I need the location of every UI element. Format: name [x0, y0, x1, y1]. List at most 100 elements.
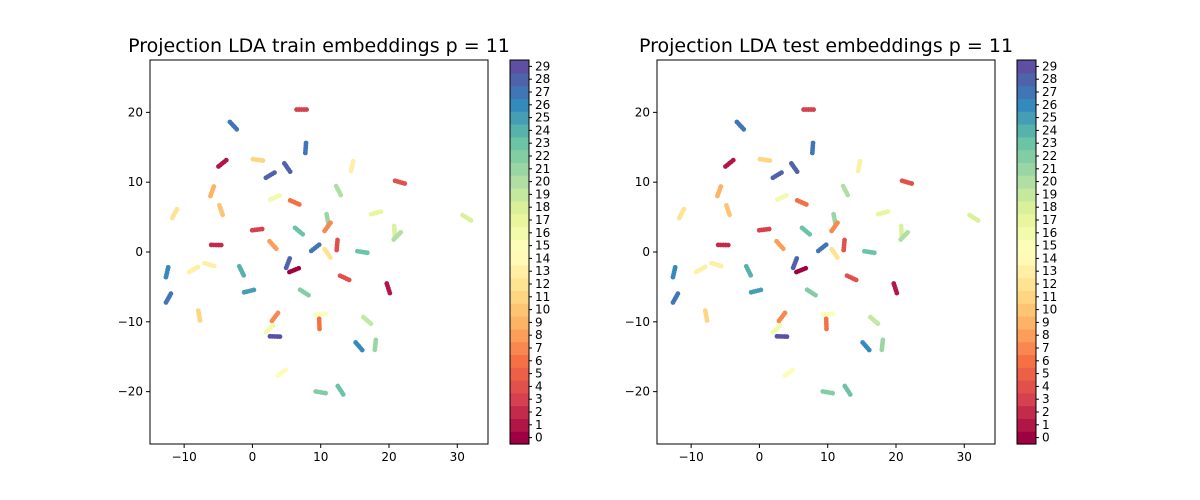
- test-y-tick-label: 10: [635, 175, 650, 189]
- train-point: [313, 312, 319, 318]
- train-cluster-36: [384, 281, 393, 296]
- test-colorbar-band: [1017, 200, 1036, 215]
- train-point: [338, 192, 344, 198]
- test-point: [834, 255, 840, 260]
- test-points: [670, 107, 981, 397]
- test-colorbar-tick-label: 9: [1042, 315, 1050, 329]
- test-colorbar-band: [1017, 175, 1036, 189]
- train-colorbar-tick-label: 14: [535, 251, 550, 265]
- train-x-tick-label: 0: [249, 450, 257, 464]
- test-point: [676, 215, 682, 221]
- train-colorbar-band: [510, 328, 529, 343]
- train-points: [163, 107, 474, 397]
- test-cluster-28: [829, 246, 840, 260]
- train-colorbar-tick-label: 8: [535, 328, 543, 342]
- train-point: [234, 126, 240, 132]
- test-colorbar-band: [1017, 252, 1036, 266]
- train-point: [323, 390, 329, 396]
- test-cluster-51: [842, 383, 853, 397]
- test-colorbar-tick-label: 25: [1042, 111, 1057, 125]
- test-colorbar-band: [1017, 111, 1036, 125]
- train-cluster-20: [292, 225, 306, 237]
- test-point: [776, 318, 782, 324]
- train-point: [340, 392, 346, 397]
- test-point: [725, 242, 731, 248]
- train-point: [249, 227, 255, 233]
- test-cluster-30: [693, 264, 708, 275]
- train-colorbar-band: [510, 290, 529, 304]
- train-cluster-25: [334, 237, 340, 253]
- train-cluster-5: [281, 161, 293, 175]
- test-colorbar-tick-label: 7: [1042, 341, 1050, 355]
- train-colorbar-tick-label: 0: [535, 431, 543, 445]
- train-colorbar-tick-label: 1: [535, 418, 543, 432]
- test-colorbar-band: [1017, 60, 1036, 74]
- train-point: [241, 272, 247, 278]
- train-colorbar-tick-label: 16: [535, 226, 550, 240]
- train-y-axis: −20 −10 0 10 20: [118, 105, 150, 399]
- train-colorbar-band: [510, 341, 529, 355]
- test-point: [784, 334, 790, 340]
- test-point: [975, 218, 981, 223]
- train-colorbar-tick-label: 23: [535, 136, 550, 150]
- test-y-tick-label: −10: [625, 315, 650, 329]
- test-colorbar-tick-label: 24: [1042, 123, 1057, 137]
- train-cluster-28: [322, 246, 333, 260]
- train-colorbar-tick-label: 6: [535, 354, 543, 368]
- test-point: [748, 289, 754, 295]
- test-colorbar-tick-label: 4: [1042, 379, 1050, 393]
- test-point: [811, 107, 816, 112]
- test-cluster-45: [770, 322, 783, 335]
- test-x-axis: −10 0 10 20 30: [678, 444, 972, 464]
- test-cluster-27: [862, 248, 877, 256]
- train-cluster-19: [249, 226, 265, 233]
- train-point: [169, 215, 175, 221]
- test-colorbar-band: [1017, 431, 1036, 445]
- test-cluster-46: [774, 333, 790, 340]
- train-point: [372, 347, 378, 353]
- train-point: [304, 107, 309, 112]
- train-y-tick-label: −10: [118, 315, 143, 329]
- train-cluster-40: [195, 308, 203, 323]
- train-colorbar-band: [510, 85, 529, 99]
- train-cluster-29: [163, 264, 171, 280]
- train-colorbar-tick-label: 15: [535, 239, 550, 253]
- train-colorbar-band: [510, 98, 529, 112]
- test-cluster-49: [782, 367, 796, 379]
- train-point: [317, 326, 322, 332]
- test-colorbar-band: [1017, 98, 1036, 112]
- test-point: [813, 292, 818, 298]
- test-colorbar-band: [1017, 85, 1036, 99]
- train-point: [364, 250, 370, 256]
- test-cluster-41: [776, 310, 788, 324]
- test-colorbar-tick-label: 22: [1042, 149, 1057, 163]
- train-colorbar-band: [510, 264, 529, 279]
- train-point: [241, 289, 247, 295]
- train-y-tick-label: 0: [135, 245, 143, 259]
- train-cluster-16: [460, 212, 474, 223]
- test-cluster-44: [823, 316, 829, 332]
- train-point: [327, 255, 333, 260]
- train-point: [468, 218, 474, 223]
- test-point: [693, 269, 699, 275]
- test-colorbar-band: [1017, 303, 1036, 317]
- train-point: [368, 321, 374, 327]
- train-colorbar-tick-label: 13: [535, 264, 550, 278]
- train-point: [391, 237, 397, 242]
- test-colorbar-tick-label: 10: [1042, 303, 1057, 317]
- test-cluster-26: [815, 242, 829, 254]
- train-cluster-30: [186, 264, 201, 275]
- train-colorbar-band: [510, 188, 529, 202]
- train-colorbar-band: [510, 239, 529, 253]
- train-colorbar-band: [510, 303, 529, 317]
- test-point: [845, 192, 851, 198]
- test-colorbar-tick-label: 3: [1042, 392, 1050, 406]
- test-colorbar-band: [1017, 316, 1036, 330]
- train-colorbar-tick-label: 28: [535, 72, 550, 86]
- test-y-axis: −20 −10 0 10 20: [625, 105, 657, 399]
- test-y-tick-label: −20: [625, 385, 650, 399]
- test-point: [727, 212, 733, 218]
- train-colorbar-tick-label: 25: [535, 111, 550, 125]
- test-colorbar-band: [1017, 277, 1036, 291]
- test-chart-title: Projection LDA test embeddings p = 11: [639, 35, 1013, 57]
